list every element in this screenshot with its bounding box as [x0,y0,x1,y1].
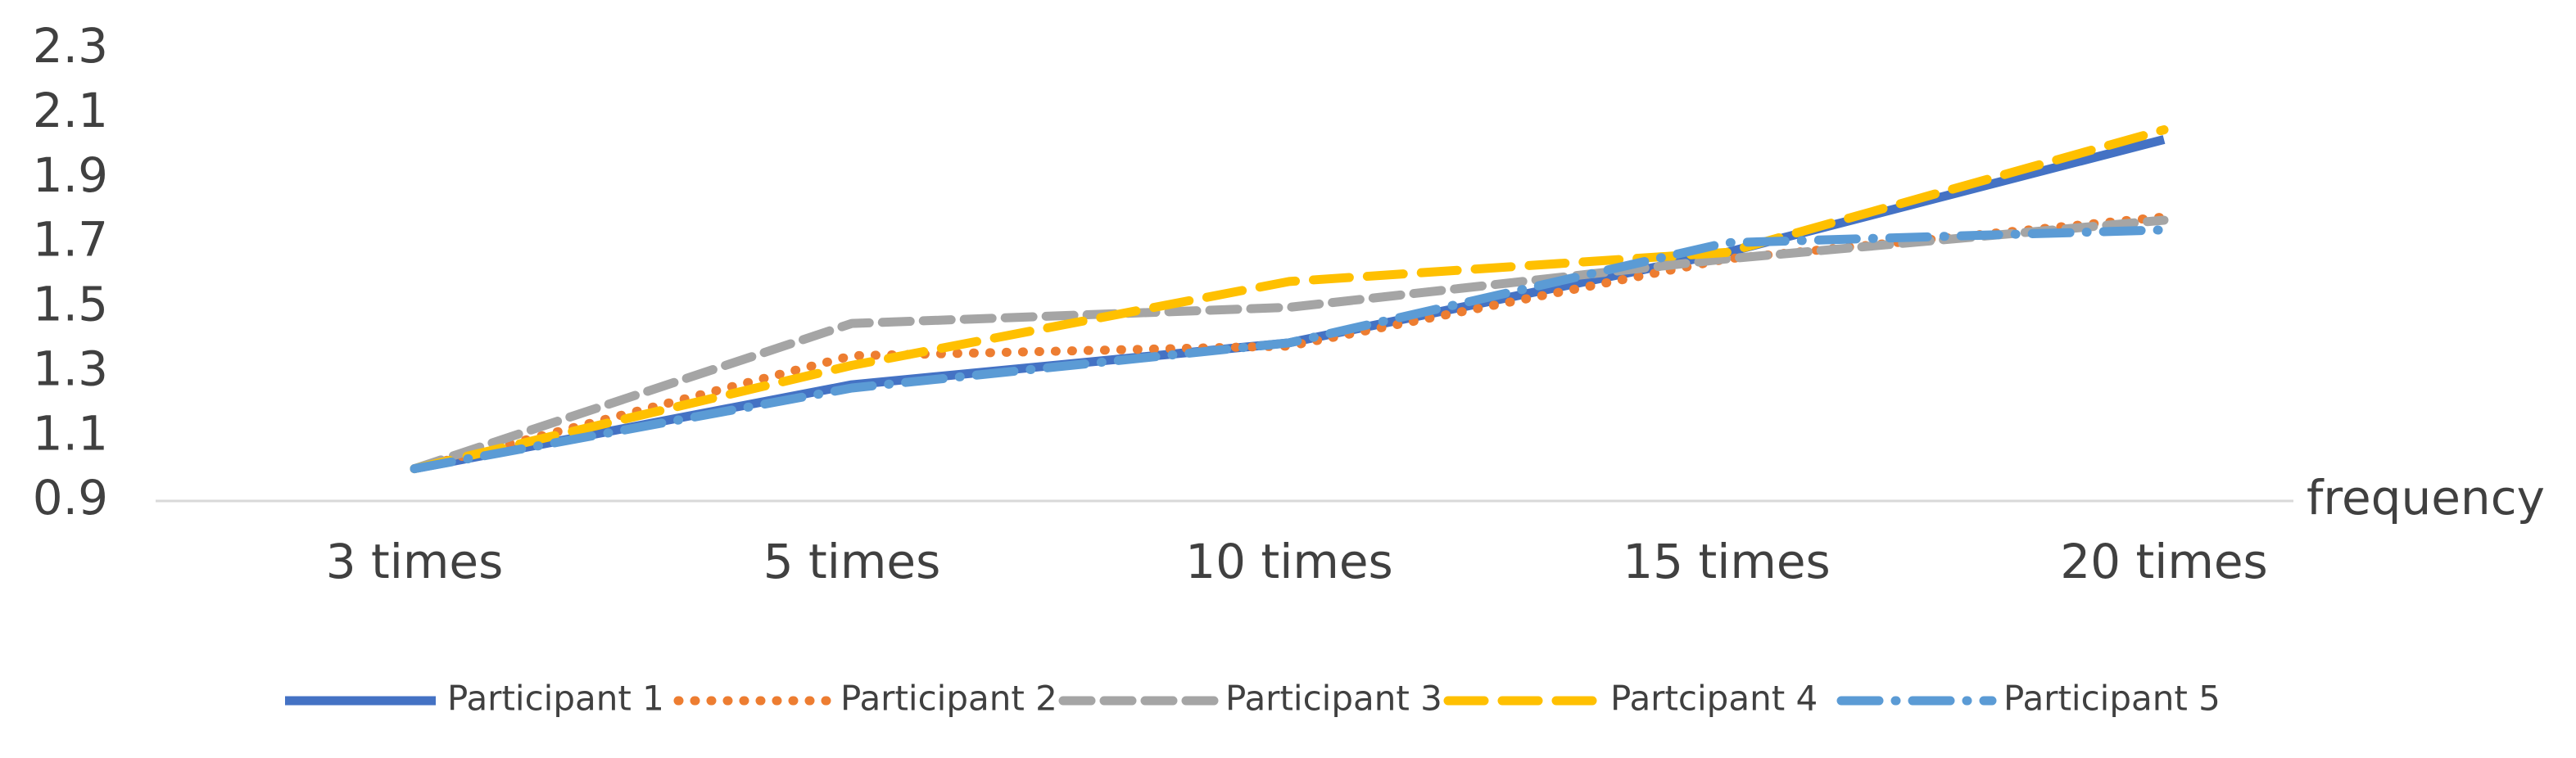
x-tick-label: 5 times [763,534,941,589]
legend-label: Participant 1 [447,679,664,719]
series-line [410,125,2169,474]
x-tick-label: 3 times [326,534,504,589]
x-tick-label: 15 times [1623,534,1831,589]
x-tick-label: 20 times [2060,534,2268,589]
y-tick-label: 0.9 [33,470,108,526]
y-tick-label: 1.9 [33,147,108,203]
y-tick-label: 2.1 [33,83,108,138]
y-tick-label: 1.1 [33,405,108,461]
y-tick-label: 1.7 [33,212,108,268]
y-tick-label: 1.5 [33,277,108,332]
series-line [410,225,2169,474]
y-tick-label: 1.3 [33,341,108,396]
y-tick-label: 2.3 [33,18,108,74]
legend-label: Partcipant 4 [1610,679,1818,719]
legend-label: Participant 3 [1225,679,1442,719]
legend-label: Participant 5 [2003,679,2221,719]
x-axis-label: frequency [2307,470,2545,526]
x-tick-label: 10 times [1185,534,1393,589]
series-line [410,215,2169,474]
legend-label: Participant 2 [840,679,1057,719]
